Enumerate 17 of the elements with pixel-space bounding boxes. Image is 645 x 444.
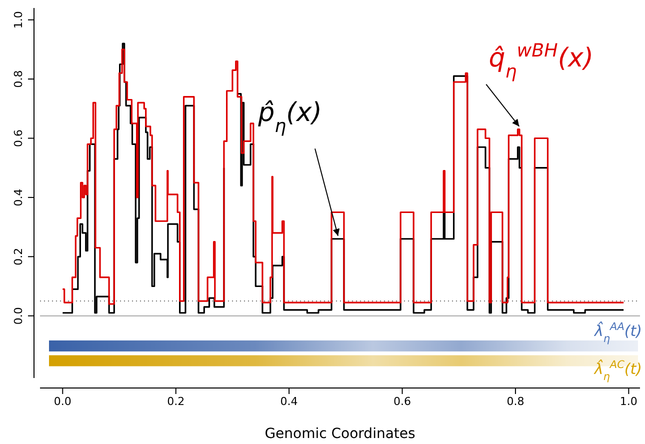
x-tick-label: 1.0: [620, 394, 638, 408]
y-tick-label: 1.0: [12, 11, 25, 29]
x-axis-title: Genomic Coordinates: [264, 426, 416, 442]
y-tick-label: 0.8: [12, 70, 25, 88]
y-tick-label: 0.4: [12, 188, 25, 206]
x-tick-label: 0.4: [280, 394, 298, 408]
annotation: q̂$_{η}$$^{wBH}$(x): [488, 40, 594, 82]
y-tick-label: 0.0: [12, 307, 25, 325]
x-tick-label: 0.8: [506, 394, 524, 408]
annotation: p̂$_{η}$(x): [257, 98, 322, 136]
x-tick-label: 0.6: [394, 394, 412, 408]
x-tick-label: 0.0: [54, 394, 72, 408]
annotation: λ̂$_{η}$$^{AC}$(t): [593, 359, 642, 383]
y-tick-label: 0.2: [12, 248, 25, 266]
annotation: λ̂$_{η}$$^{AA}$(t): [593, 321, 642, 345]
x-tick-label: 0.2: [167, 394, 185, 408]
y-tick-label: 0.6: [12, 129, 25, 147]
